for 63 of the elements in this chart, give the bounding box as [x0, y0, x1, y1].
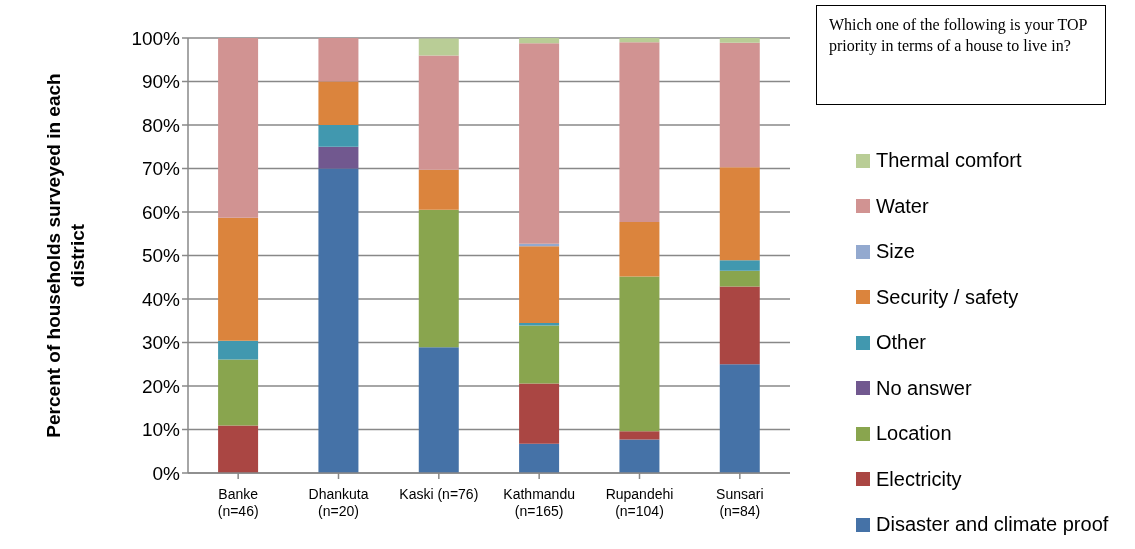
legend-label: Size	[876, 240, 915, 264]
bar	[418, 209, 459, 348]
y-tick-label: 80%	[141, 114, 181, 136]
legend-label: Electricity	[876, 467, 962, 491]
bar	[318, 125, 359, 147]
bar	[519, 38, 560, 44]
legend-label: Water	[876, 194, 929, 218]
x-tick-label: Rupandehi (n=104)	[605, 486, 674, 519]
x-tick-label: Banke (n=46)	[217, 486, 259, 519]
bar	[519, 443, 560, 473]
legend-label: Thermal comfort	[876, 149, 1022, 173]
bar	[619, 431, 660, 440]
bar	[318, 38, 359, 82]
bar	[318, 81, 359, 125]
bar	[719, 38, 760, 43]
bar	[619, 276, 660, 432]
y-tick-label: 10%	[141, 419, 181, 441]
bar	[519, 322, 560, 326]
legend-label: Disaster and climate proof	[876, 513, 1109, 537]
y-tick-label: 40%	[141, 288, 181, 310]
bar	[619, 222, 660, 277]
y-tick-label: 100%	[131, 27, 181, 49]
bar	[418, 38, 459, 56]
x-tick-label: Kaski (n=76)	[399, 486, 479, 502]
x-tick-label: Dhankuta (n=20)	[308, 486, 369, 519]
y-tick-label: 30%	[141, 332, 181, 354]
bar	[519, 325, 560, 384]
bar	[619, 38, 660, 43]
bar	[719, 364, 760, 473]
bar	[719, 270, 760, 287]
y-tick-label: 60%	[141, 201, 181, 223]
bar	[519, 246, 560, 323]
legend-label: No answer	[876, 376, 972, 400]
legend-label: Other	[876, 331, 927, 355]
x-tick-label: Kathmandu (n=165)	[503, 486, 575, 519]
bar	[218, 425, 259, 473]
text: Which one of the following is your TOP priority in terms of a house to live in?	[816, 5, 1106, 105]
bar	[619, 42, 660, 223]
bar	[719, 42, 760, 168]
y-axis-title: Percent of households surveyed in each district	[43, 73, 88, 438]
bar	[418, 169, 459, 210]
bar	[218, 38, 259, 218]
bar	[218, 359, 259, 426]
y-tick-label: 20%	[141, 375, 181, 397]
bar	[719, 260, 760, 271]
legend-label: Security / safety	[876, 285, 1019, 309]
bar	[418, 55, 459, 170]
bar	[519, 383, 560, 444]
x-tick-label: Sunsari (n=84)	[716, 486, 764, 519]
legend-label: Location	[876, 422, 952, 446]
bar	[318, 168, 359, 473]
bar	[418, 347, 459, 473]
y-tick-label: 70%	[141, 158, 181, 180]
bar	[719, 286, 760, 365]
bar	[218, 217, 259, 341]
bar	[218, 340, 259, 360]
y-tick-label: 90%	[141, 71, 181, 93]
y-tick-label: 50%	[141, 245, 181, 267]
bar	[619, 439, 660, 473]
y-tick-label: 0%	[152, 462, 181, 484]
bar	[519, 43, 560, 244]
bar	[318, 146, 359, 169]
bar	[719, 167, 760, 261]
